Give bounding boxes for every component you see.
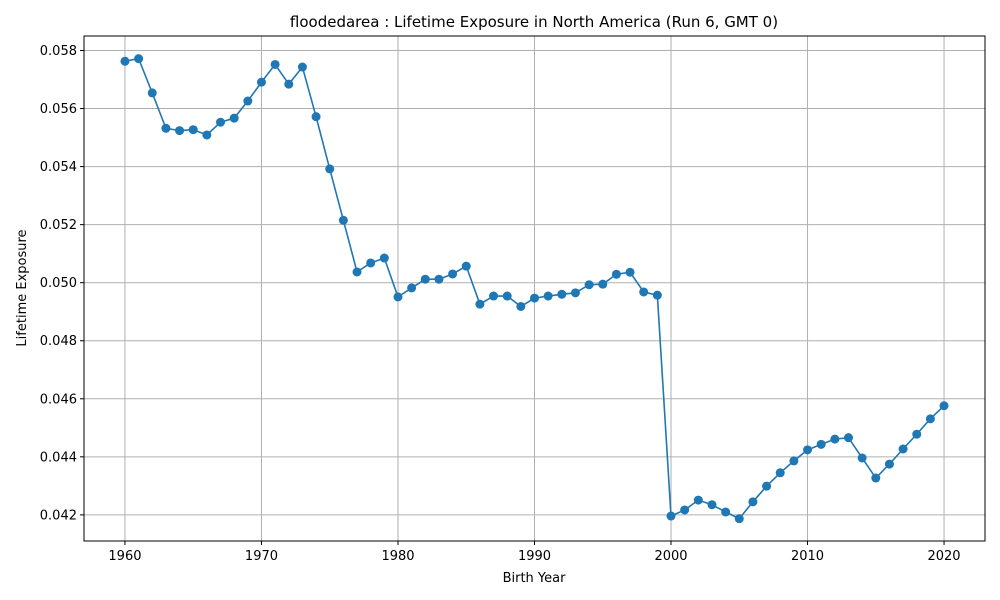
data-point: [734, 514, 744, 524]
data-point: [188, 125, 198, 135]
data-point: [816, 439, 826, 449]
data-point: [925, 414, 935, 424]
x-tick-label: 1970: [245, 549, 278, 564]
y-tick-label: 0.058: [40, 44, 77, 59]
data-point: [297, 62, 307, 72]
data-point: [325, 164, 335, 174]
data-point: [530, 293, 539, 303]
data-point: [939, 401, 949, 411]
y-tick-label: 0.048: [40, 334, 77, 349]
data-point: [352, 267, 362, 277]
data-point: [175, 126, 185, 136]
data-point: [857, 453, 867, 463]
data-point: [557, 289, 567, 299]
data-point: [202, 130, 212, 140]
data-point: [693, 495, 703, 505]
data-point: [229, 113, 239, 123]
data-point: [256, 77, 266, 87]
data-point: [243, 96, 253, 106]
data-point: [912, 429, 922, 439]
data-point: [611, 269, 621, 279]
x-tick-label: 2010: [791, 549, 824, 564]
data-point: [748, 497, 758, 507]
data-point: [134, 54, 144, 64]
data-point: [680, 505, 690, 515]
x-tick-label: 2000: [654, 549, 687, 564]
data-point: [884, 459, 894, 469]
data-point: [584, 280, 594, 290]
data-point: [721, 507, 731, 517]
data-point: [625, 267, 635, 277]
data-point: [543, 291, 553, 301]
y-tick-label: 0.052: [40, 218, 77, 233]
x-tick-label: 1960: [108, 549, 141, 564]
data-point: [843, 433, 853, 443]
data-point: [666, 511, 676, 521]
data-point: [420, 274, 430, 284]
data-point: [216, 117, 226, 127]
y-tick-label: 0.042: [40, 508, 77, 523]
data-point: [393, 292, 403, 302]
data-point: [830, 434, 840, 444]
data-point: [652, 290, 662, 300]
y-axis-label: Lifetime Exposure: [15, 229, 30, 346]
data-point: [803, 445, 813, 455]
y-tick-label: 0.054: [40, 160, 77, 175]
data-point: [120, 56, 130, 66]
data-point: [898, 444, 908, 454]
data-point: [475, 299, 485, 309]
data-point: [338, 215, 348, 225]
chart-title: floodedarea : Lifetime Exposure in North…: [290, 13, 778, 31]
data-point: [284, 79, 294, 89]
data-point: [379, 253, 389, 263]
data-point: [598, 279, 608, 289]
data-point: [407, 283, 417, 293]
y-tick-label: 0.050: [40, 276, 77, 291]
data-point: [762, 481, 772, 491]
data-point: [489, 291, 499, 301]
y-tick-label: 0.046: [40, 392, 77, 407]
y-tick-label: 0.056: [40, 102, 77, 117]
data-point: [871, 473, 881, 483]
data-point: [448, 269, 458, 279]
data-point: [789, 456, 799, 466]
x-tick-label: 1990: [518, 549, 551, 564]
data-point: [461, 261, 471, 271]
data-point: [775, 468, 785, 478]
data-point: [366, 258, 376, 268]
data-point: [161, 123, 171, 133]
grid: [84, 36, 985, 541]
x-tick-label: 1980: [381, 549, 414, 564]
y-tick-label: 0.044: [40, 450, 77, 465]
data-point: [570, 288, 580, 298]
data-point: [639, 287, 649, 297]
data-point: [311, 112, 321, 122]
data-point: [270, 59, 280, 69]
x-tick-label: 2020: [927, 549, 960, 564]
data-point: [502, 291, 512, 301]
data-point: [147, 88, 157, 98]
data-point: [434, 274, 444, 284]
x-axis-label: Birth Year: [503, 571, 567, 586]
series-layer: [120, 54, 949, 524]
data-point: [516, 301, 526, 311]
y-axis-ticks: 0.042 0.044 0.046 0.048 0.050 0.052 0.054 0.056…: [40, 44, 84, 523]
x-axis-ticks: 1960 1970 1980 1990 2000 2010 2020: [108, 541, 961, 564]
data-point: [707, 500, 717, 510]
